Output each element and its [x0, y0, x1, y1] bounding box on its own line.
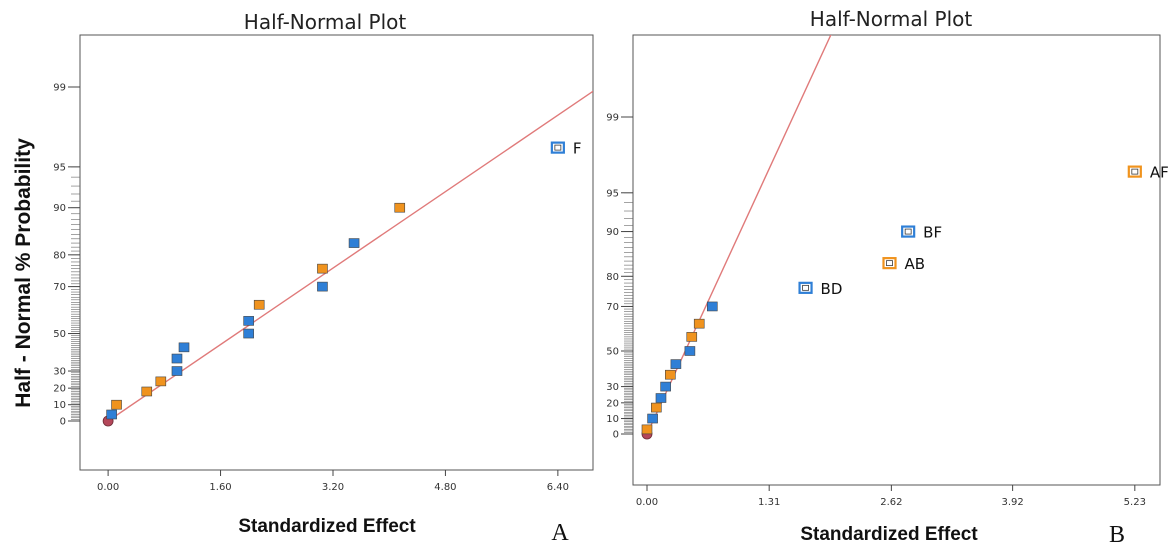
effect-point	[1127, 165, 1142, 178]
y-tick-label: 30	[606, 382, 619, 393]
effect-point	[178, 342, 190, 353]
panel-letter: A	[551, 520, 569, 546]
effect-point-inner	[886, 260, 893, 267]
effect-point	[155, 376, 167, 387]
x-tick-label: 3.20	[322, 482, 344, 493]
effect-point	[655, 393, 667, 403]
effect-point	[660, 381, 671, 392]
effect-point	[686, 332, 698, 342]
y-tick-label: 0	[613, 430, 619, 441]
y-tick-label: 50	[606, 346, 619, 357]
effect-point-inner	[1131, 168, 1139, 175]
effect-point-inner	[802, 284, 809, 291]
y-tick-label: 10	[53, 400, 66, 411]
effect-point	[550, 141, 565, 154]
x-tick-label: 1.31	[758, 497, 780, 508]
x-tick-label: 6.40	[547, 482, 569, 493]
plot-frame	[79, 34, 594, 471]
point-label: F	[573, 140, 582, 158]
effect-point-inner	[904, 228, 912, 235]
effect-point	[647, 413, 658, 424]
effect-point	[394, 202, 406, 213]
y-tick-label: 70	[53, 282, 66, 293]
y-tick-label: 99	[53, 83, 66, 94]
effect-point	[317, 263, 328, 274]
x-axis-title: Standardized Effect	[238, 516, 416, 537]
effect-point	[111, 399, 122, 410]
y-tick-label: 50	[53, 329, 66, 340]
y-tick-label: 10	[606, 414, 619, 425]
effect-point-inner	[554, 144, 562, 151]
y-tick-label: 80	[53, 250, 66, 261]
effect-point	[253, 299, 265, 310]
chart-title: Half-Normal Plot	[244, 10, 407, 34]
point-label: AB	[905, 255, 926, 273]
effect-point	[684, 346, 696, 356]
effect-point	[670, 359, 682, 369]
point-label: BD	[821, 280, 843, 298]
panel-letter: B	[1109, 522, 1125, 547]
x-tick-label: 2.62	[880, 497, 902, 508]
effect-point	[171, 366, 183, 376]
y-tick-label: 70	[606, 302, 619, 313]
effect-point	[348, 238, 360, 248]
y-tick-label: 30	[53, 367, 66, 378]
chart-title: Half-Normal Plot	[810, 7, 973, 31]
x-tick-label: 3.92	[1001, 497, 1023, 508]
y-tick-label: 0	[60, 417, 66, 428]
y-tick-label: 95	[606, 188, 619, 199]
effect-point	[243, 328, 254, 339]
effect-point	[665, 369, 676, 380]
effect-point	[171, 353, 183, 364]
effect-point	[882, 257, 897, 270]
y-tick-label: 99	[606, 113, 619, 124]
y-tick-label: 20	[53, 384, 66, 395]
effect-point	[798, 281, 813, 294]
effect-point	[243, 316, 254, 326]
chart-panel-a: Half-Normal Plot 0 10 20 30 50 70 80 90 95 99 0.0…	[53, 10, 594, 546]
point-label: AF	[1150, 164, 1168, 182]
y-tick-label: 95	[53, 162, 66, 173]
point-label: BF	[923, 224, 942, 242]
chart-panel-b: Half-Normal Plot 0 10 20 30 50 70 80 90 95 99 0.0…	[606, 7, 1168, 547]
y-tick-label: 20	[606, 398, 619, 409]
effect-point	[706, 301, 718, 312]
effect-point	[317, 281, 328, 292]
y-tick-label: 90	[606, 227, 619, 238]
x-tick-label: 5.23	[1124, 497, 1146, 508]
x-axis-title: Standardized Effect	[800, 524, 978, 545]
effect-point	[106, 409, 117, 420]
reference-line	[107, 90, 593, 422]
effect-point	[141, 386, 153, 397]
effect-point	[693, 318, 705, 329]
x-tick-label: 0.00	[97, 482, 119, 493]
x-tick-label: 4.80	[434, 482, 456, 493]
x-tick-label: 0.00	[636, 497, 658, 508]
effect-point	[641, 424, 653, 435]
y-tick-label: 80	[606, 272, 619, 283]
y-tick-label: 90	[53, 203, 66, 214]
y-axis-title: Half - Normal % Probability	[12, 138, 35, 408]
effect-point	[901, 225, 916, 238]
x-tick-label: 1.60	[209, 482, 231, 493]
effect-point	[651, 402, 662, 413]
